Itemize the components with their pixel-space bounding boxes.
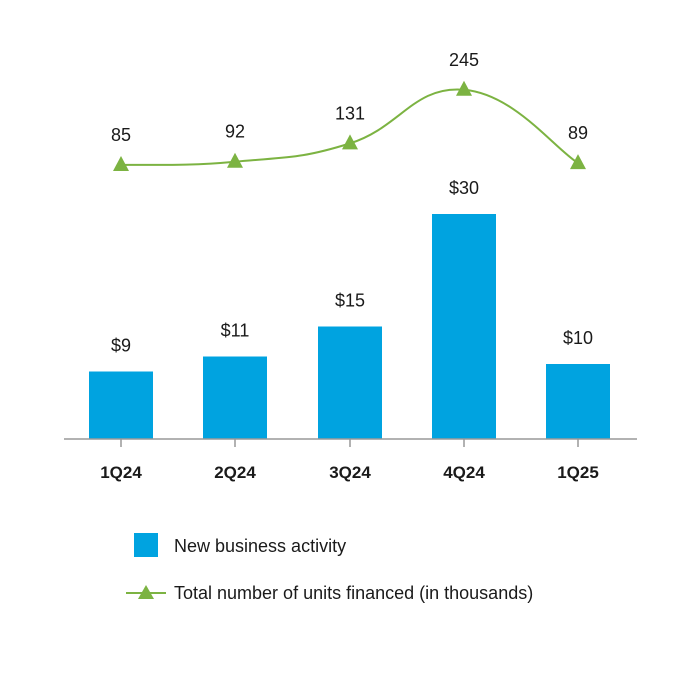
- line-marker-2q24: [227, 152, 243, 168]
- bar-labels: $9 $11 $15 $30 $10: [111, 178, 593, 356]
- x-axis-tick-label: 2Q24: [214, 463, 256, 482]
- line-markers: [113, 80, 586, 171]
- line-marker-1q24: [113, 156, 129, 171]
- x-axis-tick-labels: 1Q24 2Q24 3Q24 4Q24 1Q25: [100, 463, 599, 482]
- bar-2q24: [203, 356, 267, 439]
- x-axis-tick-label: 1Q25: [557, 463, 599, 482]
- x-axis-ticks: [120, 439, 579, 447]
- bar-value-label: $11: [221, 321, 250, 341]
- legend-bar-swatch: [134, 533, 158, 557]
- line-value-label: 89: [568, 123, 588, 143]
- bar-series: [89, 214, 610, 439]
- line-labels: 85 92 131 245 89: [111, 50, 588, 145]
- line-marker-4q24: [456, 80, 472, 96]
- line-marker-1q25: [570, 154, 586, 170]
- bar-value-label: $30: [449, 178, 479, 198]
- legend-line-label: Total number of units financed (in thous…: [174, 583, 533, 603]
- line-value-label: 131: [335, 103, 365, 123]
- line-value-label: 85: [111, 125, 131, 145]
- bar-value-label: $9: [111, 336, 131, 356]
- line-value-label: 245: [449, 50, 479, 70]
- legend-triangle-marker: [138, 585, 154, 599]
- x-axis-tick-label: 4Q24: [443, 463, 485, 482]
- bar-3q24: [318, 326, 382, 439]
- bar-1q24: [89, 371, 153, 439]
- legend: New business activity Total number of un…: [126, 533, 533, 603]
- bar-4q24: [432, 214, 496, 439]
- x-axis-tick-label: 1Q24: [100, 463, 142, 482]
- x-axis-tick-label: 3Q24: [329, 463, 371, 482]
- bar-value-label: $15: [335, 291, 365, 311]
- line-series-units-financed: [120, 88, 579, 166]
- bar-1q25: [546, 364, 610, 439]
- legend-bar-label: New business activity: [174, 536, 346, 556]
- bar-value-label: $10: [563, 328, 593, 348]
- line-value-label: 92: [225, 122, 245, 142]
- line-marker-3q24: [342, 134, 358, 150]
